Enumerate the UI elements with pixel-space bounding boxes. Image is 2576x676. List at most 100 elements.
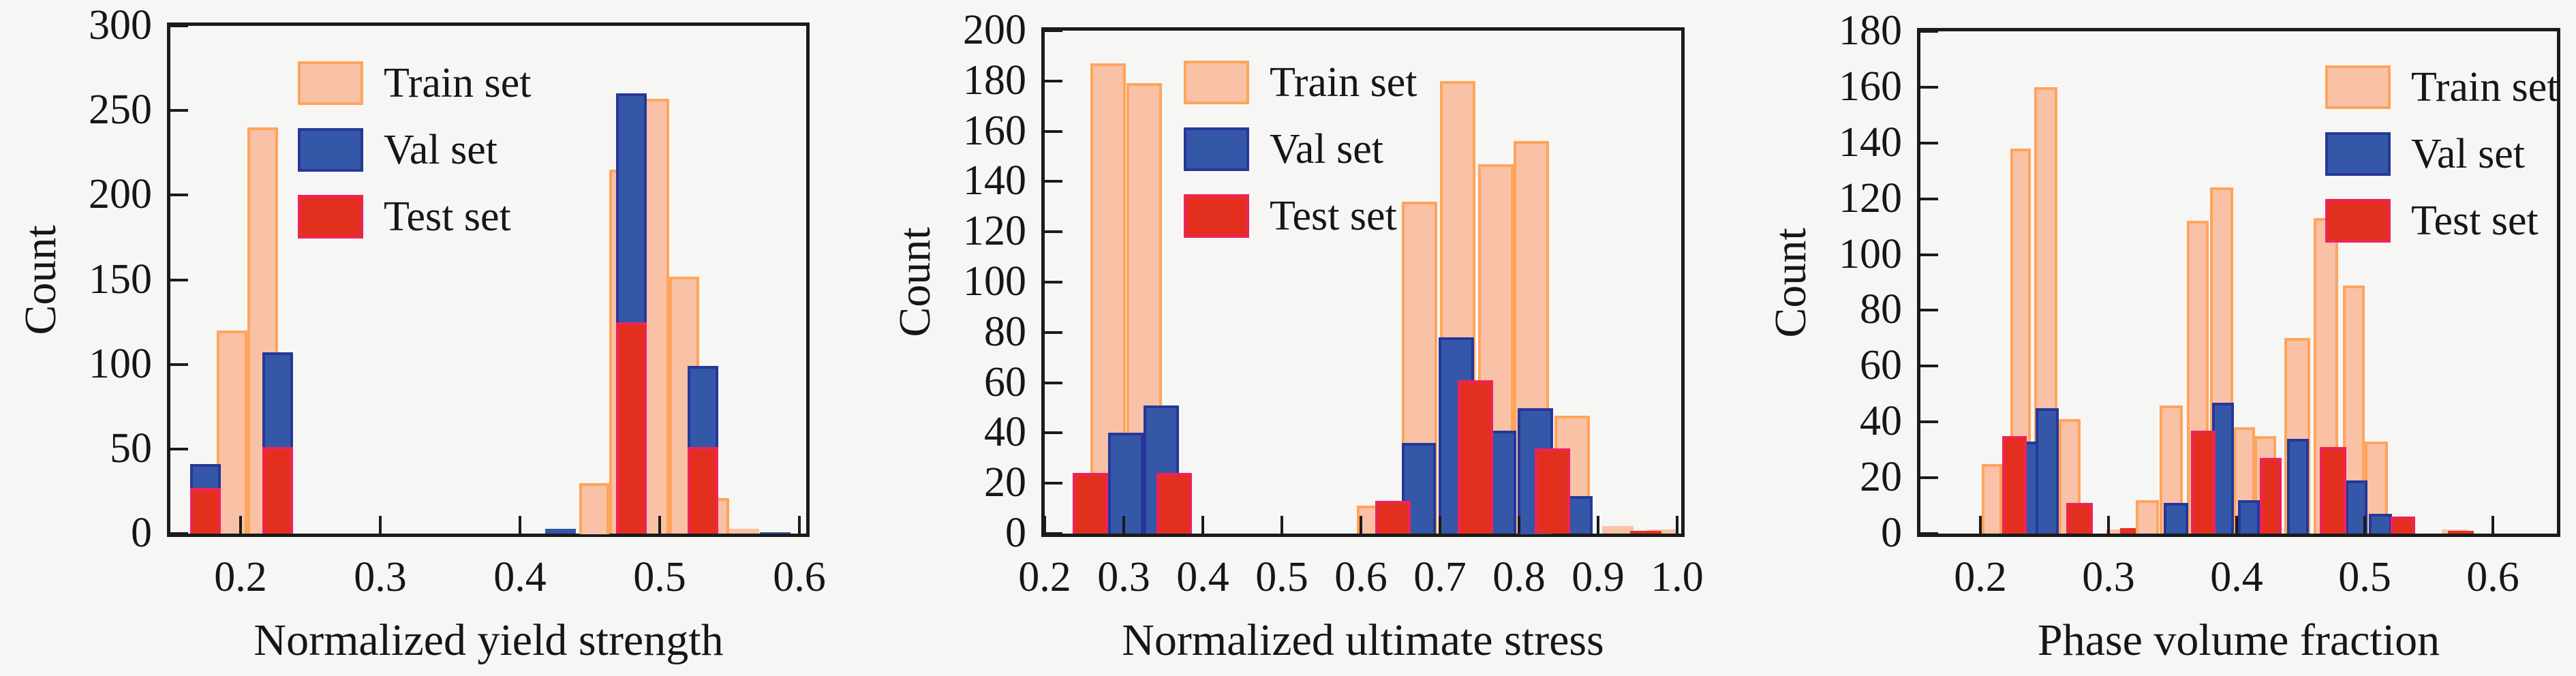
bar-test-set [262,447,293,534]
y-tick-label: 160 [963,108,1026,154]
x-tick-mark [1360,516,1362,534]
y-tick-label: 20 [1860,454,1902,500]
y-tick-label: 0 [1881,510,1902,556]
x-tick-mark [2235,516,2238,534]
y-tick-label: 120 [963,208,1026,254]
x-tick-label: 0.2 [1018,554,1071,600]
bar-test-set [2066,503,2093,534]
bar-test-set [1375,501,1411,534]
bar-val-set [545,529,576,534]
bar-train-set [1982,464,2002,534]
bar-train-set [1647,529,1677,534]
x-tick-label: 0.8 [1492,554,1546,600]
y-tick-mark [1045,80,1062,82]
legend-swatch-train-set [1184,61,1249,104]
legend: Train set Val set Test set [1184,61,1417,238]
legend-row-test-set: Test set [1184,194,1417,238]
y-tick-label: 60 [1860,342,1902,388]
x-tick-mark [1122,516,1125,534]
x-tick-label: 0.4 [2210,554,2263,600]
y-tick-mark [1045,130,1062,133]
y-tick-mark [170,194,188,196]
bar-train-set [729,529,759,534]
y-tick-label: 120 [1839,175,1902,221]
bar-val-set [2164,503,2188,534]
x-tick-label: 0.3 [354,554,407,600]
y-tick-label: 160 [1839,63,1902,110]
x-tick-label: 0.6 [773,554,826,600]
y-tick-mark [1045,29,1062,32]
x-tick-mark [2107,516,2110,534]
y-tick-label: 80 [984,309,1026,355]
bar-val-set [2369,514,2392,534]
bar-train-set [2136,500,2159,534]
x-tick-label: 0.6 [1334,554,1387,600]
legend-swatch-val-set [2325,132,2391,176]
bar-val-set [760,532,791,534]
y-tick-label: 0 [131,510,152,556]
x-tick-mark [1597,516,1599,534]
x-tick-mark [2363,516,2366,534]
y-tick-mark [1920,30,1938,33]
legend-row-val-set: Val set [1184,127,1417,171]
y-tick-mark [1045,431,1062,434]
x-tick-mark [1281,516,1283,534]
legend-swatch-train-set [2325,65,2391,109]
y-tick-label: 100 [963,258,1026,305]
y-tick-mark [1920,198,1938,200]
legend-row-train-set: Train set [1184,61,1417,104]
y-tick-label: 140 [963,157,1026,204]
plot-area-yield-strength [167,22,810,537]
legend-swatch-val-set [1184,127,1249,171]
x-tick-mark [239,516,242,534]
bar-train-set [217,331,247,534]
y-tick-mark [1045,230,1062,233]
x-tick-label: 0.5 [1255,554,1308,600]
legend-swatch-test-set [1184,194,1249,238]
bar-test-set [2320,447,2346,534]
y-tick-mark [1045,281,1062,283]
x-tick-label: 0.7 [1413,554,1467,600]
bar-test-set [1630,531,1661,534]
x-tick-label: 0.5 [633,554,686,600]
x-axis-label: Normalized yield strength [254,615,724,665]
legend-row-val-set: Val set [2325,132,2558,176]
y-tick-mark [1920,309,1938,311]
bar-test-set [2002,436,2027,534]
y-tick-label: 50 [110,425,152,472]
legend-row-train-set: Train set [298,61,531,105]
x-tick-label: 0.9 [1571,554,1625,600]
legend-label-train-set: Train set [384,60,532,106]
y-tick-mark [170,109,188,112]
x-tick-label: 0.3 [2082,554,2135,600]
legend-swatch-train-set [298,61,363,105]
y-tick-mark [1920,476,1938,479]
x-tick-mark [1201,516,1204,534]
legend-row-test-set: Test set [2325,199,2558,243]
x-tick-mark [2491,516,2494,534]
x-tick-mark [379,516,382,534]
x-axis-label: Phase volume fraction [2037,615,2440,665]
bar-train-set [2106,529,2126,534]
y-tick-mark [1920,420,1938,423]
bar-test-set [2391,517,2415,534]
y-tick-mark [170,363,188,366]
y-tick-mark [170,532,188,535]
x-tick-mark [519,516,521,534]
y-tick-label: 100 [89,341,152,387]
bar-test-set [1156,473,1192,534]
x-tick-mark [1676,516,1678,534]
bar-val-set [2036,408,2059,534]
y-tick-mark [170,279,188,281]
legend-row-train-set: Train set [2325,65,2558,109]
bar-val-set [1108,433,1144,534]
x-tick-mark [1439,516,1441,534]
bar-test-set [2120,528,2136,534]
bar-test-set [688,447,718,534]
plot-area-ultimate-stress [1041,27,1685,537]
y-tick-label: 180 [963,57,1026,104]
y-tick-label: 100 [1839,231,1902,277]
legend-label-val-set: Val set [1270,126,1384,172]
y-tick-label: 80 [1860,286,1902,333]
x-tick-mark [798,516,801,534]
